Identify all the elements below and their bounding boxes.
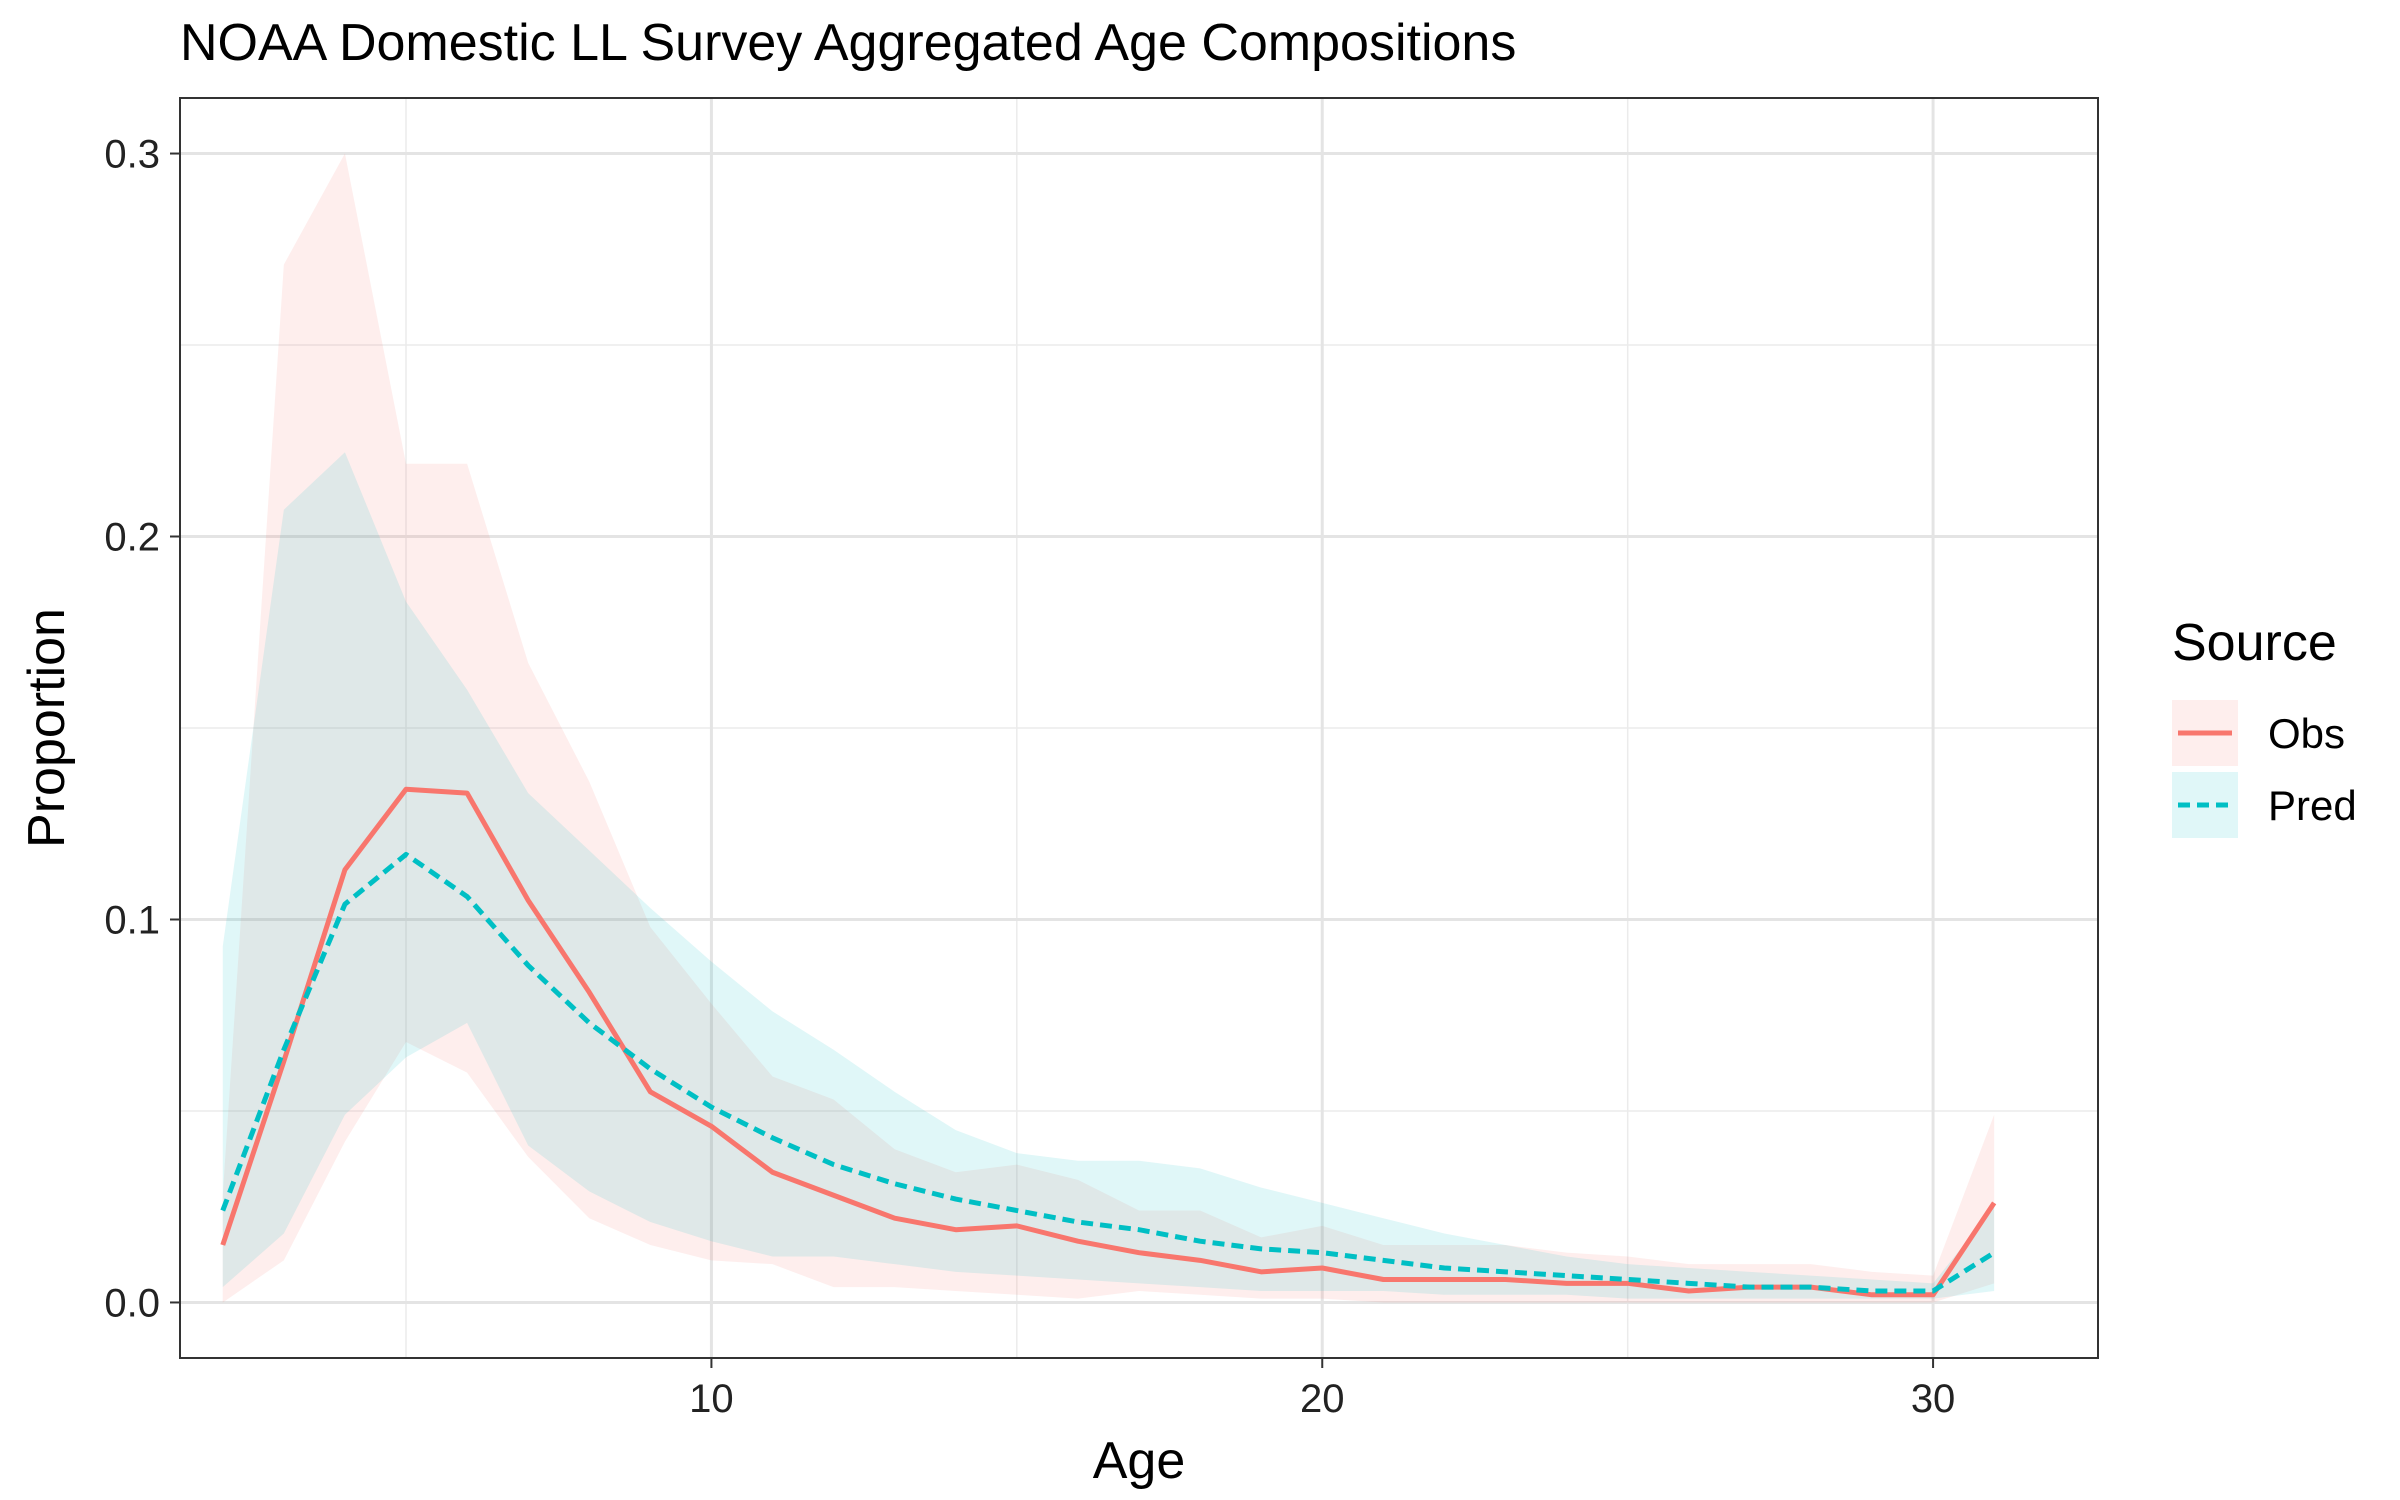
chart-title: NOAA Domestic LL Survey Aggregated Age C… [180,14,1516,72]
y-axis-title: Proportion [18,608,76,848]
x-tick-label: 20 [1300,1377,1345,1421]
legend-title: Source [2172,614,2337,672]
series-lines [220,786,1997,1298]
legend-label-pred: Pred [2268,782,2357,829]
x-tick-label: 30 [1911,1377,1956,1421]
legend-label-obs: Obs [2268,710,2345,757]
series-line-obs [220,786,1997,1298]
confidence-ribbons [222,153,1995,1303]
major-gridlines [180,98,2098,1358]
y-tick-label: 0.0 [104,1281,160,1325]
legend-item-obs: Obs [2172,700,2345,766]
legend-item-pred: Pred [2172,772,2357,838]
plot-panel [179,97,2099,1359]
y-tick-label: 0.1 [104,898,160,942]
ribbon-obs [222,153,1995,1303]
y-axis: 0.0 0.1 0.2 0.3 [104,133,180,1325]
x-axis: 10 20 30 [689,1358,1955,1421]
y-tick-label: 0.2 [104,516,160,560]
series-line-pred [220,851,1996,1294]
legend: Source Obs Pred [2172,614,2357,838]
plot-border [179,97,2099,1359]
x-axis-title: Age [1093,1432,1186,1490]
x-tick-label: 10 [689,1377,734,1421]
y-tick-label: 0.3 [104,133,160,177]
ribbon-pred [222,452,1995,1299]
minor-gridlines [180,98,2098,1358]
